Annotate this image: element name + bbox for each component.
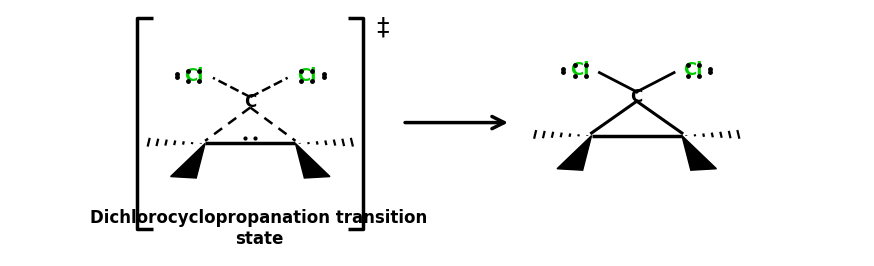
- Polygon shape: [682, 136, 717, 170]
- Polygon shape: [557, 136, 592, 170]
- Text: Cl: Cl: [297, 67, 316, 85]
- Text: ‡: ‡: [376, 16, 389, 40]
- Text: C: C: [631, 88, 643, 106]
- Text: C: C: [244, 93, 256, 111]
- Polygon shape: [295, 143, 330, 178]
- Text: Cl: Cl: [571, 61, 590, 80]
- Text: Dichlorocyclopropanation transition
state: Dichlorocyclopropanation transition stat…: [90, 209, 427, 248]
- Text: Cl: Cl: [184, 67, 204, 85]
- Polygon shape: [170, 143, 205, 178]
- Text: Cl: Cl: [683, 61, 703, 80]
